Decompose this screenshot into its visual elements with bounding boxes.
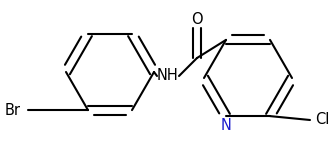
Text: Cl: Cl bbox=[316, 112, 330, 128]
Text: Br: Br bbox=[5, 103, 21, 118]
Text: O: O bbox=[191, 12, 203, 28]
Text: N: N bbox=[220, 118, 232, 133]
Text: NH: NH bbox=[157, 69, 179, 83]
